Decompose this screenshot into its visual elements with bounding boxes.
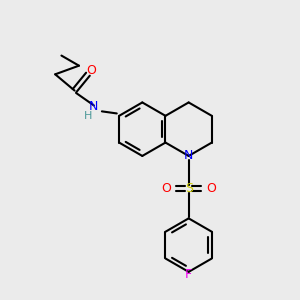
Text: N: N [89,100,99,113]
Text: O: O [86,64,96,77]
Text: O: O [206,182,216,195]
Text: S: S [184,182,193,195]
Text: N: N [184,149,193,162]
Text: H: H [84,111,92,121]
Text: F: F [185,268,192,281]
Text: O: O [161,182,171,195]
